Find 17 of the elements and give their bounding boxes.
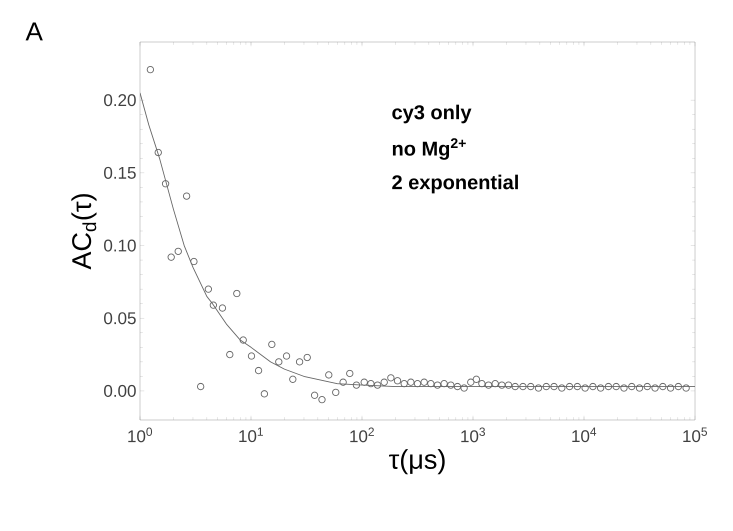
annotation: no Mg$^{2+}$ xyxy=(392,138,466,160)
x-tick-label: 10$^{3}$ xyxy=(461,428,485,442)
x-tick-label: 10$^{4}$ xyxy=(572,428,596,442)
y-tick-label: 0.00 xyxy=(104,384,136,397)
text: A xyxy=(26,22,43,40)
annotation: 2 exponential xyxy=(392,174,518,194)
y-tick-label: 0.10 xyxy=(104,240,136,252)
y-tick-label: 0.05 xyxy=(104,312,136,324)
y-tick-label: 0.15 xyxy=(104,166,136,179)
x-axis-title: τ(μs) xyxy=(389,449,445,474)
y-tick-label: 0.20 xyxy=(104,94,136,106)
y-axis-title: AC$_{d}$(τ) xyxy=(71,194,97,270)
x-tick-label: 10$^{2}$ xyxy=(350,428,374,442)
x-tick-label: 10$^{1}$ xyxy=(239,428,263,442)
x-tick-label: 10$^{0}$ xyxy=(128,428,152,442)
x-tick-label: 10$^{5}$ xyxy=(683,428,708,442)
annotation: cy3 only xyxy=(392,104,472,124)
